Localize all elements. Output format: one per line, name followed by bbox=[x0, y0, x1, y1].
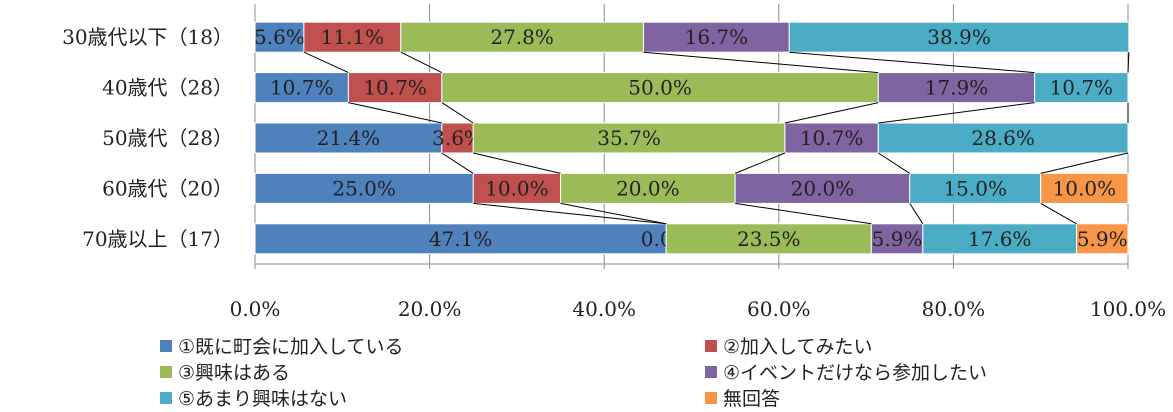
series-line bbox=[784, 102, 879, 124]
data-label: 15.0% bbox=[943, 176, 1007, 200]
bar-segment bbox=[254, 172, 474, 204]
data-label: 38.9% bbox=[927, 25, 991, 49]
series-line bbox=[441, 102, 474, 124]
legend-swatch bbox=[705, 391, 717, 404]
data-label: 10.0% bbox=[485, 176, 549, 200]
legend-label: ④イベントだけなら参加したい bbox=[723, 362, 988, 384]
data-label: 5.9% bbox=[1077, 227, 1128, 251]
bar-segment bbox=[877, 122, 1129, 154]
series-line bbox=[348, 102, 442, 124]
legend-swatch bbox=[160, 391, 172, 404]
data-label: 10.7% bbox=[270, 76, 334, 100]
data-label: 10.7% bbox=[363, 76, 427, 100]
bar-segment bbox=[254, 223, 667, 255]
legend-item: ④イベントだけなら参加したい bbox=[705, 358, 987, 385]
bar-segment bbox=[441, 72, 879, 104]
bar-segment bbox=[560, 172, 736, 204]
x-tick-label: 100.0% bbox=[1090, 297, 1166, 321]
x-tick-label: 20.0% bbox=[398, 297, 462, 321]
data-label: 47.1% bbox=[429, 227, 493, 251]
x-tick-label: 60.0% bbox=[747, 297, 811, 321]
series-line bbox=[789, 51, 1035, 74]
legend-item: ⑤あまり興味はない bbox=[160, 384, 347, 411]
series-line bbox=[909, 203, 924, 225]
data-label: 11.1% bbox=[321, 25, 385, 49]
data-label: 28.6% bbox=[971, 126, 1035, 150]
data-label: 25.0% bbox=[332, 176, 396, 200]
bar-segment bbox=[922, 223, 1077, 255]
category-label: 60歳代（20） bbox=[102, 176, 233, 200]
legend-item: ③興味はある bbox=[160, 358, 290, 385]
data-label: 35.7% bbox=[597, 126, 661, 150]
category-label: 30歳代以下（18） bbox=[62, 25, 233, 49]
data-label: 10.7% bbox=[800, 126, 864, 150]
data-label: 16.7% bbox=[685, 25, 749, 49]
bar-segment bbox=[734, 172, 911, 204]
data-label: 17.6% bbox=[968, 227, 1032, 251]
data-label: 27.8% bbox=[490, 25, 554, 49]
bar-segment bbox=[400, 21, 644, 53]
series-line bbox=[1040, 202, 1077, 225]
legend-label: 無回答 bbox=[723, 388, 781, 410]
series-line bbox=[400, 51, 443, 74]
legend-item: ①既に町会に加入している bbox=[160, 332, 403, 359]
x-tick-label: 0.0% bbox=[230, 297, 281, 321]
bar-segment bbox=[472, 172, 562, 204]
series-line bbox=[473, 202, 667, 225]
data-label: 10.0% bbox=[1053, 176, 1117, 200]
data-label: 23.5% bbox=[737, 227, 801, 251]
stacked-bar-chart: 0.0% 20.0% 40.0% 60.0% 80.0% 100.0% 30歳代以下（18）… bbox=[62, 4, 1166, 321]
legend-item: 無回答 bbox=[705, 384, 780, 411]
series-line bbox=[441, 152, 474, 174]
bar-segment bbox=[1075, 223, 1129, 255]
bar-segment bbox=[441, 122, 474, 154]
legend-swatch bbox=[160, 339, 172, 352]
bar-segment bbox=[254, 72, 349, 104]
series-line bbox=[1040, 152, 1129, 174]
series-line bbox=[473, 152, 561, 174]
category-label: 40歳代（28） bbox=[102, 76, 233, 100]
data-label: 17.9% bbox=[925, 76, 989, 100]
data-label: 10.7% bbox=[1050, 76, 1114, 100]
category-label: 70歳以上（17） bbox=[82, 227, 233, 251]
bar-segment bbox=[788, 21, 1130, 53]
legend-label: ⑤あまり興味はない bbox=[178, 388, 348, 410]
data-label: 5.6% bbox=[254, 25, 305, 49]
bar-segment bbox=[665, 223, 872, 255]
legend-item: ②加入してみたい bbox=[705, 332, 872, 359]
legend-swatch bbox=[705, 339, 717, 352]
series-line bbox=[643, 51, 879, 74]
legend-swatch bbox=[705, 365, 717, 378]
legend-label: ①既に町会に加入している bbox=[178, 336, 404, 358]
series-line bbox=[734, 152, 786, 174]
legend-swatch bbox=[160, 365, 172, 378]
series-line bbox=[735, 202, 872, 225]
series-line bbox=[878, 102, 1035, 124]
data-label: 5.9% bbox=[872, 227, 923, 251]
series-line bbox=[1127, 52, 1130, 73]
series-line bbox=[560, 202, 667, 225]
bar-segment bbox=[254, 122, 443, 154]
data-label: 50.0% bbox=[628, 76, 692, 100]
x-tick-label: 80.0% bbox=[922, 297, 986, 321]
series-line bbox=[303, 51, 349, 74]
data-label: 20.0% bbox=[791, 176, 855, 200]
legend-label: ②加入してみたい bbox=[723, 336, 873, 358]
data-label: 21.4% bbox=[317, 126, 381, 150]
data-label: 20.0% bbox=[616, 176, 680, 200]
x-tick-label: 40.0% bbox=[572, 297, 636, 321]
series-line bbox=[878, 152, 911, 174]
bar-segment bbox=[1034, 72, 1129, 104]
bar-segment bbox=[347, 72, 443, 104]
bar-segment bbox=[1040, 172, 1129, 204]
category-label: 50歳代（28） bbox=[102, 126, 233, 150]
legend-label: ③興味はある bbox=[178, 362, 291, 384]
